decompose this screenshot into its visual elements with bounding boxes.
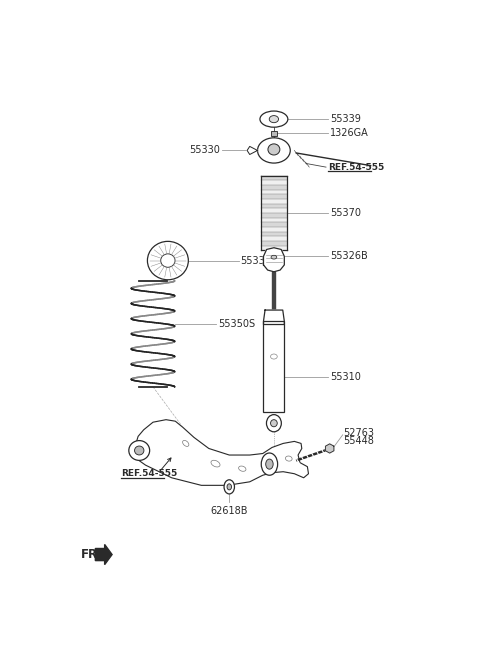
Text: 55448: 55448: [344, 436, 374, 446]
Text: 55326B: 55326B: [330, 251, 368, 261]
Ellipse shape: [271, 255, 277, 259]
Ellipse shape: [129, 441, 150, 461]
Text: REF.54-555: REF.54-555: [328, 163, 384, 172]
Circle shape: [266, 459, 273, 469]
Ellipse shape: [268, 144, 280, 155]
Text: 52763: 52763: [344, 428, 374, 438]
Polygon shape: [96, 544, 112, 565]
Bar: [261, 185, 287, 190]
Ellipse shape: [239, 466, 246, 471]
Bar: [264, 321, 284, 412]
Text: 55330: 55330: [189, 146, 220, 155]
Bar: [261, 199, 287, 204]
Bar: [261, 180, 287, 185]
Bar: [261, 222, 287, 227]
Bar: [261, 232, 287, 236]
Ellipse shape: [134, 446, 144, 455]
Text: 55370: 55370: [330, 208, 360, 218]
Circle shape: [224, 480, 234, 494]
Ellipse shape: [161, 254, 175, 267]
Bar: [261, 241, 287, 246]
Text: 55350S: 55350S: [218, 319, 255, 329]
Text: 62618B: 62618B: [211, 506, 248, 516]
Ellipse shape: [260, 111, 288, 127]
Text: 1326GA: 1326GA: [330, 129, 369, 138]
Polygon shape: [134, 420, 309, 485]
Bar: [261, 218, 287, 222]
Text: 55339: 55339: [330, 114, 360, 124]
Ellipse shape: [182, 440, 189, 446]
Bar: [261, 236, 287, 241]
Bar: [271, 131, 277, 136]
Ellipse shape: [271, 354, 277, 359]
Text: 55331A: 55331A: [240, 256, 278, 266]
Polygon shape: [264, 248, 284, 272]
Bar: [261, 209, 287, 213]
Ellipse shape: [211, 461, 220, 467]
Ellipse shape: [286, 456, 292, 461]
Bar: [261, 176, 287, 180]
Circle shape: [227, 484, 231, 490]
Circle shape: [261, 453, 277, 475]
Text: REF.54-555: REF.54-555: [121, 469, 178, 478]
Bar: [261, 227, 287, 232]
Polygon shape: [264, 310, 284, 325]
Bar: [261, 246, 287, 251]
Text: 55310: 55310: [330, 372, 360, 382]
Ellipse shape: [266, 415, 281, 432]
Polygon shape: [325, 444, 334, 453]
Ellipse shape: [147, 241, 188, 279]
Bar: [261, 213, 287, 218]
Bar: [261, 190, 287, 194]
Ellipse shape: [258, 138, 290, 163]
Polygon shape: [247, 146, 258, 155]
Bar: [261, 194, 287, 199]
Text: FR.: FR.: [81, 548, 102, 561]
Bar: [261, 204, 287, 209]
Ellipse shape: [269, 115, 278, 123]
Ellipse shape: [271, 420, 277, 427]
